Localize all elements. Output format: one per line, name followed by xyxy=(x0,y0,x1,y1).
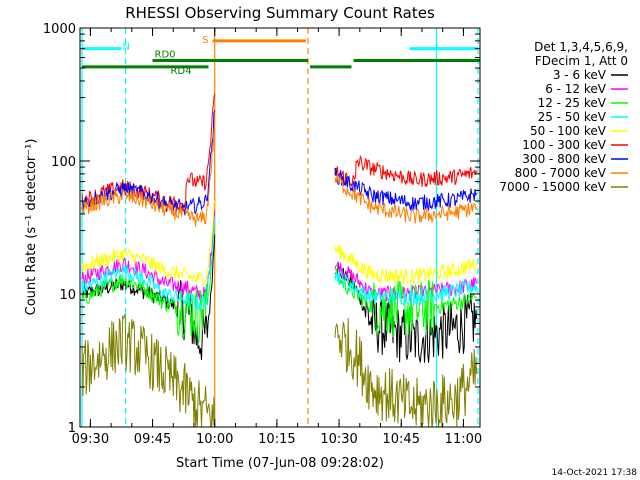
legend-label-3-6-kev: 3 - 6 keV xyxy=(553,68,607,82)
y-axis: 1 10 100 1000 xyxy=(43,22,480,436)
y-tick-label-100: 100 xyxy=(51,155,76,170)
series-50-100-kev xyxy=(81,200,478,287)
y-tick-label-1: 1 xyxy=(68,421,76,436)
x-tick-label-10-00: 10:00 xyxy=(196,432,233,447)
plot-frame xyxy=(79,27,481,428)
series-25-50-kev-segment-1 xyxy=(81,216,216,312)
x-tick-label-10-30: 10:30 xyxy=(320,432,357,447)
state-bar-label-n: N xyxy=(122,42,129,53)
series-25-50-kev-segment-2 xyxy=(334,269,478,307)
series-12-25-kev-segment-2 xyxy=(334,268,478,338)
series-50-100-kev-segment-1 xyxy=(81,200,216,287)
legend-label-50-100-kev: 50 - 100 keV xyxy=(530,124,607,138)
legend: Det 1,3,4,5,6,9, FDecim 1, Att 0 3 - 6 k… xyxy=(499,40,628,194)
series-7000-15000-kev-segment-1 xyxy=(81,313,216,428)
y-axis-label: Count Rate (s⁻¹ detector⁻¹) xyxy=(24,139,39,316)
legend-label-300-800-kev: 300 - 800 keV xyxy=(522,152,606,166)
state-bar-label-rd0: RD0 xyxy=(155,49,176,60)
x-axis-label: Start Time (07-Jun-08 09:28:02) xyxy=(176,456,384,471)
state-bar-label-s: S xyxy=(202,35,208,46)
chart-title: RHESSI Observing Summary Count Rates xyxy=(125,4,435,22)
legend-label-6-12-kev: 6 - 12 keV xyxy=(545,82,607,96)
series-800-7000-kev-segment-2 xyxy=(334,172,478,224)
series-7000-15000-kev-segment-2 xyxy=(334,317,478,428)
series-12-25-kev xyxy=(81,221,478,343)
series-100-300-kev-segment-2 xyxy=(334,154,478,188)
series-25-50-kev xyxy=(81,216,478,312)
legend-label-12-25-kev: 12 - 25 keV xyxy=(538,96,607,110)
x-tick-label-09-45: 09:45 xyxy=(134,432,171,447)
legend-label-25-50-kev: 25 - 50 keV xyxy=(538,110,607,124)
y-tick-label-1000: 1000 xyxy=(43,22,76,37)
x-tick-label-10-15: 10:15 xyxy=(258,432,295,447)
legend-label-100-300-kev: 100 - 300 keV xyxy=(522,138,606,152)
legend-header-line-1: Det 1,3,4,5,6,9, xyxy=(534,40,628,54)
series-7000-15000-kev xyxy=(81,313,478,428)
y-tick-label-10: 10 xyxy=(59,288,76,303)
series-50-100-kev-segment-2 xyxy=(334,243,478,285)
x-tick-label-11-00: 11:00 xyxy=(445,432,482,447)
legend-label-7000-15000-kev: 7000 - 15000 keV xyxy=(499,180,606,194)
footer-timestamp: 14-Oct-2021 17:38 xyxy=(552,468,638,478)
series-800-7000-kev xyxy=(81,126,478,227)
state-bar-label-rd4: RD4 xyxy=(170,66,191,77)
plot-marks: N S RD0 RD4 xyxy=(81,28,480,428)
legend-header-line-2: FDecim 1, Att 0 xyxy=(535,54,628,68)
x-tick-label-10-45: 10:45 xyxy=(383,432,420,447)
series-800-7000-kev-segment-1 xyxy=(81,126,216,227)
x-axis: 09:30 09:45 10:00 10:15 10:30 10:45 11:00 xyxy=(72,28,482,447)
series-12-25-kev-segment-1 xyxy=(81,221,216,343)
series-300-800-kev-segment-2 xyxy=(334,168,478,211)
x-tick-label-09-30: 09:30 xyxy=(72,432,109,447)
legend-label-800-7000-kev: 800 - 7000 keV xyxy=(515,166,607,180)
